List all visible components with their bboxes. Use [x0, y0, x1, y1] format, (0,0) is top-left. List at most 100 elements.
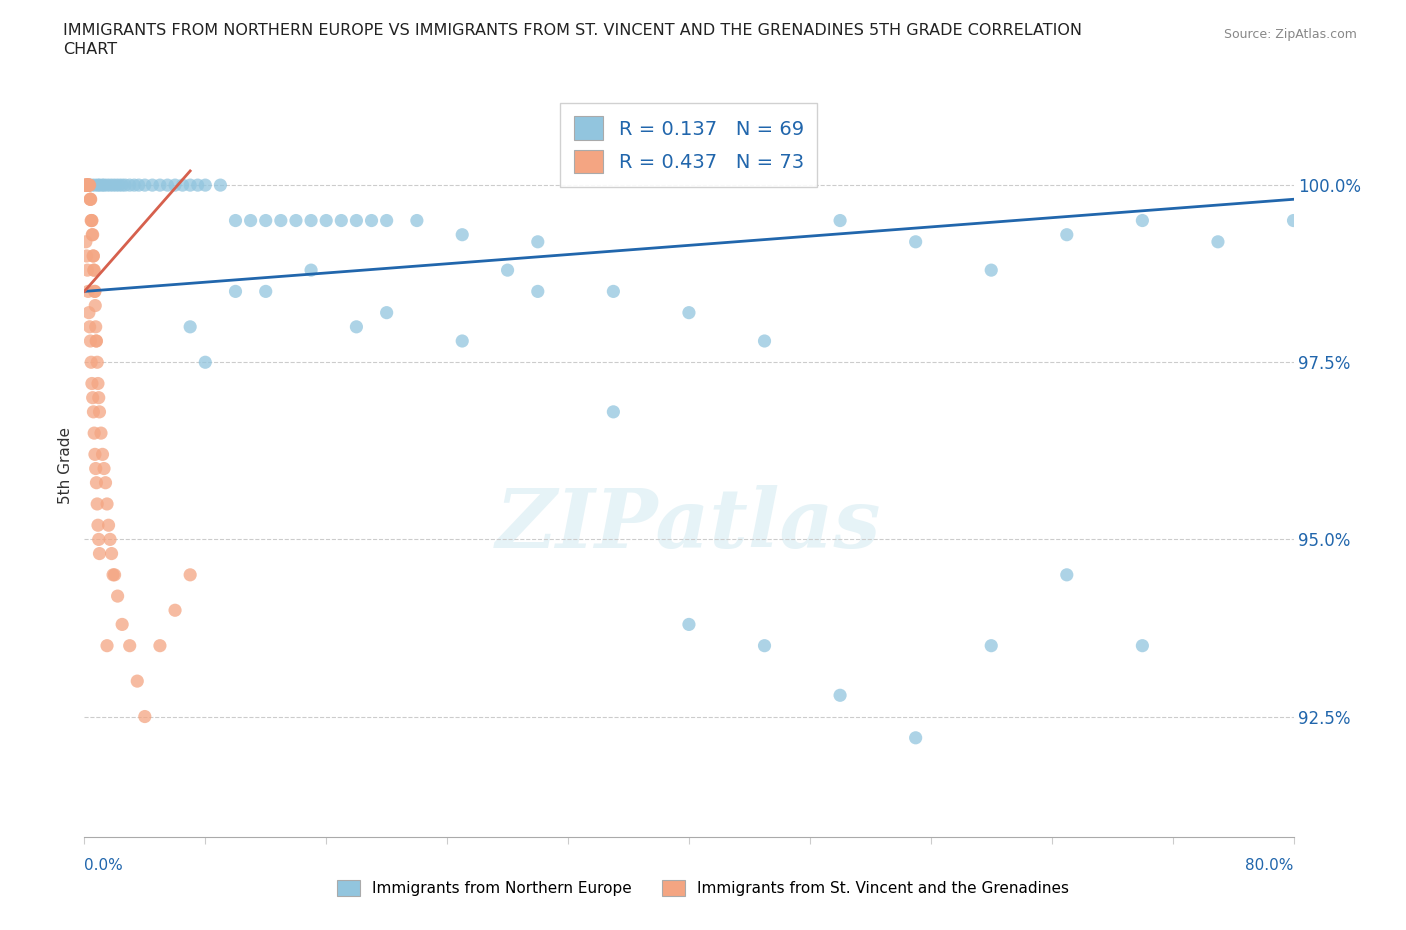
Point	[1282, 213, 1305, 228]
Point	[96, 638, 118, 653]
Point	[107, 589, 129, 604]
Point	[194, 178, 217, 193]
Point	[79, 192, 101, 206]
Point	[225, 284, 247, 299]
Point	[76, 248, 98, 263]
Point	[86, 355, 108, 370]
Point	[82, 391, 104, 405]
Point	[299, 262, 322, 277]
Point	[77, 178, 100, 193]
Point	[93, 461, 115, 476]
Point	[209, 178, 232, 193]
Point	[82, 405, 104, 419]
Point	[451, 227, 474, 242]
Point	[406, 213, 429, 228]
Point	[100, 546, 122, 561]
Point	[346, 319, 368, 334]
Point	[270, 213, 292, 228]
Point	[830, 688, 852, 703]
Point	[360, 213, 382, 228]
Point	[98, 178, 121, 193]
Point	[76, 262, 98, 277]
Point	[315, 213, 337, 228]
Point	[299, 213, 322, 228]
Text: Source: ZipAtlas.com: Source: ZipAtlas.com	[1223, 28, 1357, 41]
Point	[127, 673, 149, 688]
Legend: R = 0.137   N = 69, R = 0.437   N = 73: R = 0.137 N = 69, R = 0.437 N = 73	[561, 102, 817, 187]
Point	[84, 334, 107, 349]
Point	[89, 546, 111, 561]
Point	[118, 178, 141, 193]
Point	[1206, 234, 1229, 249]
Point	[80, 178, 103, 193]
Point	[187, 178, 209, 193]
Point	[89, 178, 111, 193]
Point	[375, 305, 398, 320]
Point	[1056, 227, 1078, 242]
Point	[75, 178, 97, 193]
Point	[75, 234, 97, 249]
Point	[84, 299, 107, 313]
Point	[91, 178, 114, 193]
Point	[79, 334, 101, 349]
Point	[179, 567, 201, 582]
Point	[84, 178, 107, 193]
Point	[172, 178, 194, 193]
Point	[141, 178, 163, 193]
Legend: Immigrants from Northern Europe, Immigrants from St. Vincent and the Grenadines: Immigrants from Northern Europe, Immigra…	[329, 872, 1077, 904]
Point	[111, 178, 134, 193]
Point	[527, 234, 550, 249]
Point	[89, 405, 111, 419]
Point	[122, 178, 145, 193]
Point	[496, 262, 519, 277]
Point	[254, 284, 277, 299]
Point	[904, 234, 927, 249]
Point	[1132, 213, 1154, 228]
Point	[346, 213, 368, 228]
Point	[83, 262, 105, 277]
Y-axis label: 5th Grade: 5th Grade	[58, 427, 73, 503]
Point	[87, 376, 110, 391]
Point	[134, 709, 156, 724]
Point	[77, 178, 100, 193]
Point	[84, 447, 107, 462]
Point	[79, 178, 101, 193]
Point	[602, 284, 624, 299]
Point	[79, 192, 101, 206]
Point	[75, 178, 97, 193]
Point	[980, 638, 1002, 653]
Text: CHART: CHART	[63, 42, 117, 57]
Point	[754, 334, 776, 349]
Point	[76, 178, 98, 193]
Point	[97, 518, 120, 533]
Text: 0.0%: 0.0%	[84, 858, 124, 873]
Point	[83, 284, 105, 299]
Point	[111, 617, 134, 631]
Point	[77, 178, 100, 193]
Point	[75, 178, 97, 193]
Point	[76, 178, 98, 193]
Point	[86, 497, 108, 512]
Point	[330, 213, 353, 228]
Point	[75, 178, 97, 193]
Point	[375, 213, 398, 228]
Point	[105, 178, 128, 193]
Point	[87, 532, 110, 547]
Point	[96, 178, 118, 193]
Point	[114, 178, 136, 193]
Point	[76, 178, 98, 193]
Point	[904, 730, 927, 745]
Point	[179, 319, 201, 334]
Point	[84, 461, 107, 476]
Point	[80, 213, 103, 228]
Point	[101, 178, 124, 193]
Point	[83, 262, 105, 277]
Point	[84, 319, 107, 334]
Point	[165, 603, 187, 618]
Point	[1056, 567, 1078, 582]
Text: ZIPatlas: ZIPatlas	[496, 485, 882, 565]
Point	[90, 426, 112, 441]
Point	[527, 284, 550, 299]
Point	[239, 213, 262, 228]
Point	[86, 475, 108, 490]
